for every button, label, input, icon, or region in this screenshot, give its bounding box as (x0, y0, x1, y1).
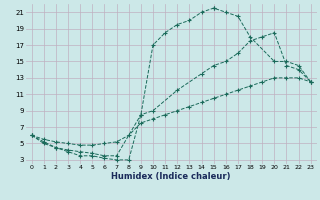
X-axis label: Humidex (Indice chaleur): Humidex (Indice chaleur) (111, 172, 231, 181)
